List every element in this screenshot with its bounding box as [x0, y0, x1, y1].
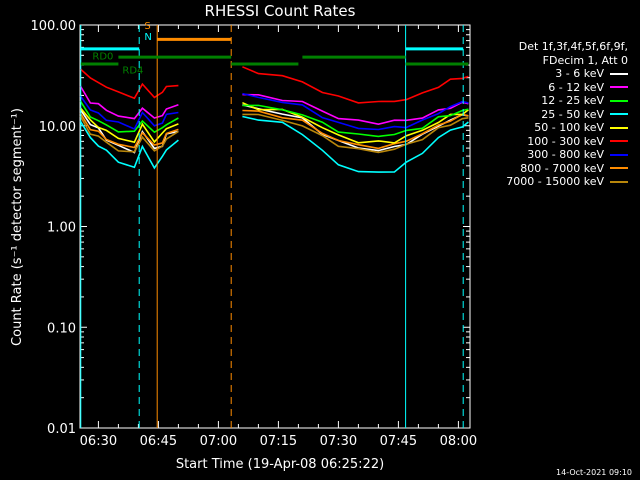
legend-decimation: FDecim 1, Att 0	[542, 53, 628, 67]
legend-label: 7000 - 15000 keV	[506, 175, 604, 188]
legend-swatch	[610, 126, 628, 129]
legend-label: 6 - 12 keV	[548, 80, 604, 94]
x-tick-label: 06:45	[140, 434, 177, 449]
legend-entry: 12 - 25 keV	[478, 94, 628, 108]
legend-swatch	[610, 180, 628, 183]
legend-entry: 3 - 6 keV	[478, 67, 628, 81]
legend-entry: 100 - 300 keV	[478, 135, 628, 149]
plot-frame	[79, 24, 471, 429]
legend-swatch	[610, 153, 628, 156]
y-axis-label: Count Rate (s⁻¹ detector segment⁻¹)	[10, 108, 25, 346]
series-line-100-300keV	[242, 66, 469, 104]
series-line-25-50keV	[79, 120, 179, 170]
legend-label: 3 - 6 keV	[555, 67, 604, 80]
legend-entry: 300 - 800 keV	[478, 148, 628, 162]
series-line-800-7000keV	[242, 109, 469, 150]
series-line-100-300keV	[79, 68, 179, 100]
legend-entry: 25 - 50 keV	[478, 108, 628, 122]
flag-annotation: RD0	[92, 51, 113, 62]
series-line-300-800keV	[79, 95, 179, 131]
legend-label: 50 - 100 keV	[534, 121, 604, 134]
y-tick-label: 0.10	[47, 321, 76, 336]
legend-label: 800 - 7000 keV	[520, 161, 604, 175]
legend-swatch	[610, 99, 628, 102]
legend-label: 300 - 800 keV	[527, 148, 604, 161]
x-axis-label: Start Time (19-Apr-08 06:25:22)	[176, 457, 384, 472]
x-tick-label: 06:30	[80, 434, 117, 449]
x-tick-label: 08:00	[440, 434, 477, 449]
flag-annotation: N	[144, 32, 151, 43]
y-tick-label: 0.01	[47, 422, 76, 437]
legend-entry: 7000 - 15000 keV	[478, 175, 628, 189]
legend-label: 100 - 300 keV	[527, 134, 604, 148]
series-line-7000-15000keV	[242, 113, 469, 154]
legend-detectors: Det 1f,3f,4f,5f,6f,9f,	[518, 40, 628, 53]
legend-label: 25 - 50 keV	[541, 107, 604, 121]
series-line-6-12keV	[79, 85, 179, 120]
chart-title: RHESSI Count Rates	[205, 2, 356, 20]
series-line-7000-15000keV	[79, 115, 179, 153]
series-line-50-100keV	[79, 107, 179, 144]
x-tick-label: 07:15	[260, 434, 297, 449]
x-tick-label: 07:30	[320, 434, 357, 449]
legend-entry: 50 - 100 keV	[478, 121, 628, 135]
series-line-12-25keV	[242, 104, 469, 138]
legend-entry: 800 - 7000 keV	[478, 162, 628, 176]
series-line-12-25keV	[79, 100, 179, 134]
series-line-300-800keV	[242, 92, 469, 131]
legend-label: 12 - 25 keV	[541, 94, 604, 107]
y-tick-label: 10.00	[39, 120, 76, 135]
legend-swatch	[610, 140, 628, 143]
legend-swatch	[610, 72, 628, 75]
x-tick-label: 07:00	[200, 434, 237, 449]
legend-swatch	[610, 167, 628, 170]
series-line-800-7000keV	[79, 112, 179, 149]
flag-annotation: RD4	[122, 66, 143, 77]
y-tick-label: 100.00	[31, 19, 77, 34]
legend: Det 1f,3f,4f,5f,6f,9f, FDecim 1, Att 0 3…	[478, 40, 628, 189]
generation-timestamp: 14-Oct-2021 09:10	[556, 468, 632, 477]
x-tick-label: 07:45	[380, 434, 417, 449]
legend-swatch	[610, 86, 628, 89]
y-tick-label: 1.00	[47, 221, 76, 236]
series-line-25-50keV	[242, 115, 469, 173]
flag-annotation: S	[144, 21, 150, 32]
legend-swatch	[610, 113, 628, 116]
legend-entry: 6 - 12 keV	[478, 81, 628, 95]
